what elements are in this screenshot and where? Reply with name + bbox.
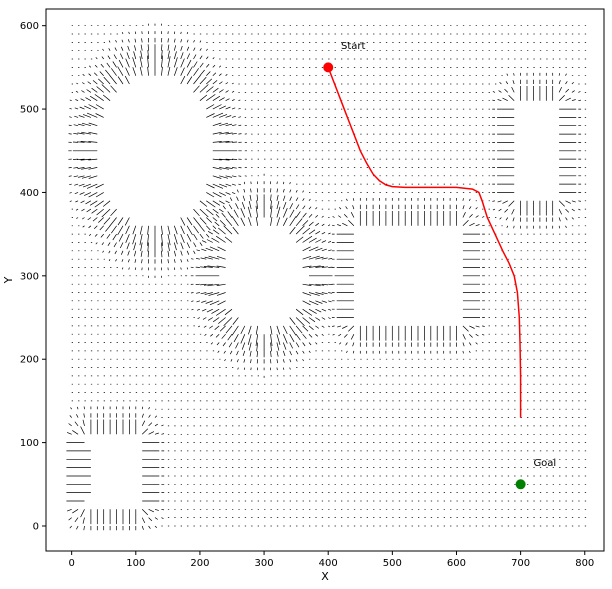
y-axis-ticks: 0 100 200 300 400 500 600 bbox=[20, 21, 46, 532]
x-tick-label: 300 bbox=[255, 558, 274, 569]
path-layer bbox=[323, 62, 526, 490]
y-tick-label: 400 bbox=[20, 188, 39, 199]
y-tick-label: 0 bbox=[33, 521, 39, 532]
y-tick-label: 600 bbox=[20, 21, 39, 32]
y-tick-label: 100 bbox=[20, 438, 39, 449]
goal-label: Goal bbox=[533, 458, 556, 469]
x-tick-label: 600 bbox=[447, 558, 466, 569]
vector-field bbox=[66, 23, 587, 531]
vector-arrows bbox=[66, 23, 587, 531]
x-tick-label: 100 bbox=[126, 558, 145, 569]
x-tick-label: 400 bbox=[319, 558, 338, 569]
y-tick-label: 300 bbox=[20, 271, 39, 282]
y-axis-label: Y bbox=[2, 276, 15, 284]
start-marker bbox=[323, 62, 334, 73]
x-tick-label: 800 bbox=[575, 558, 594, 569]
x-axis-ticks: 0 100 200 300 400 500 600 700 800 bbox=[68, 551, 594, 569]
x-axis-label: X bbox=[321, 570, 329, 583]
x-tick-label: 0 bbox=[68, 558, 74, 569]
y-tick-label: 500 bbox=[20, 105, 39, 116]
goal-marker bbox=[515, 479, 526, 490]
plot-frame bbox=[45, 8, 605, 552]
x-tick-label: 700 bbox=[511, 558, 530, 569]
x-tick-label: 200 bbox=[190, 558, 209, 569]
start-label: Start bbox=[341, 41, 366, 52]
planned-path bbox=[327, 67, 522, 418]
y-tick-label: 200 bbox=[20, 355, 39, 366]
x-tick-label: 500 bbox=[383, 558, 402, 569]
